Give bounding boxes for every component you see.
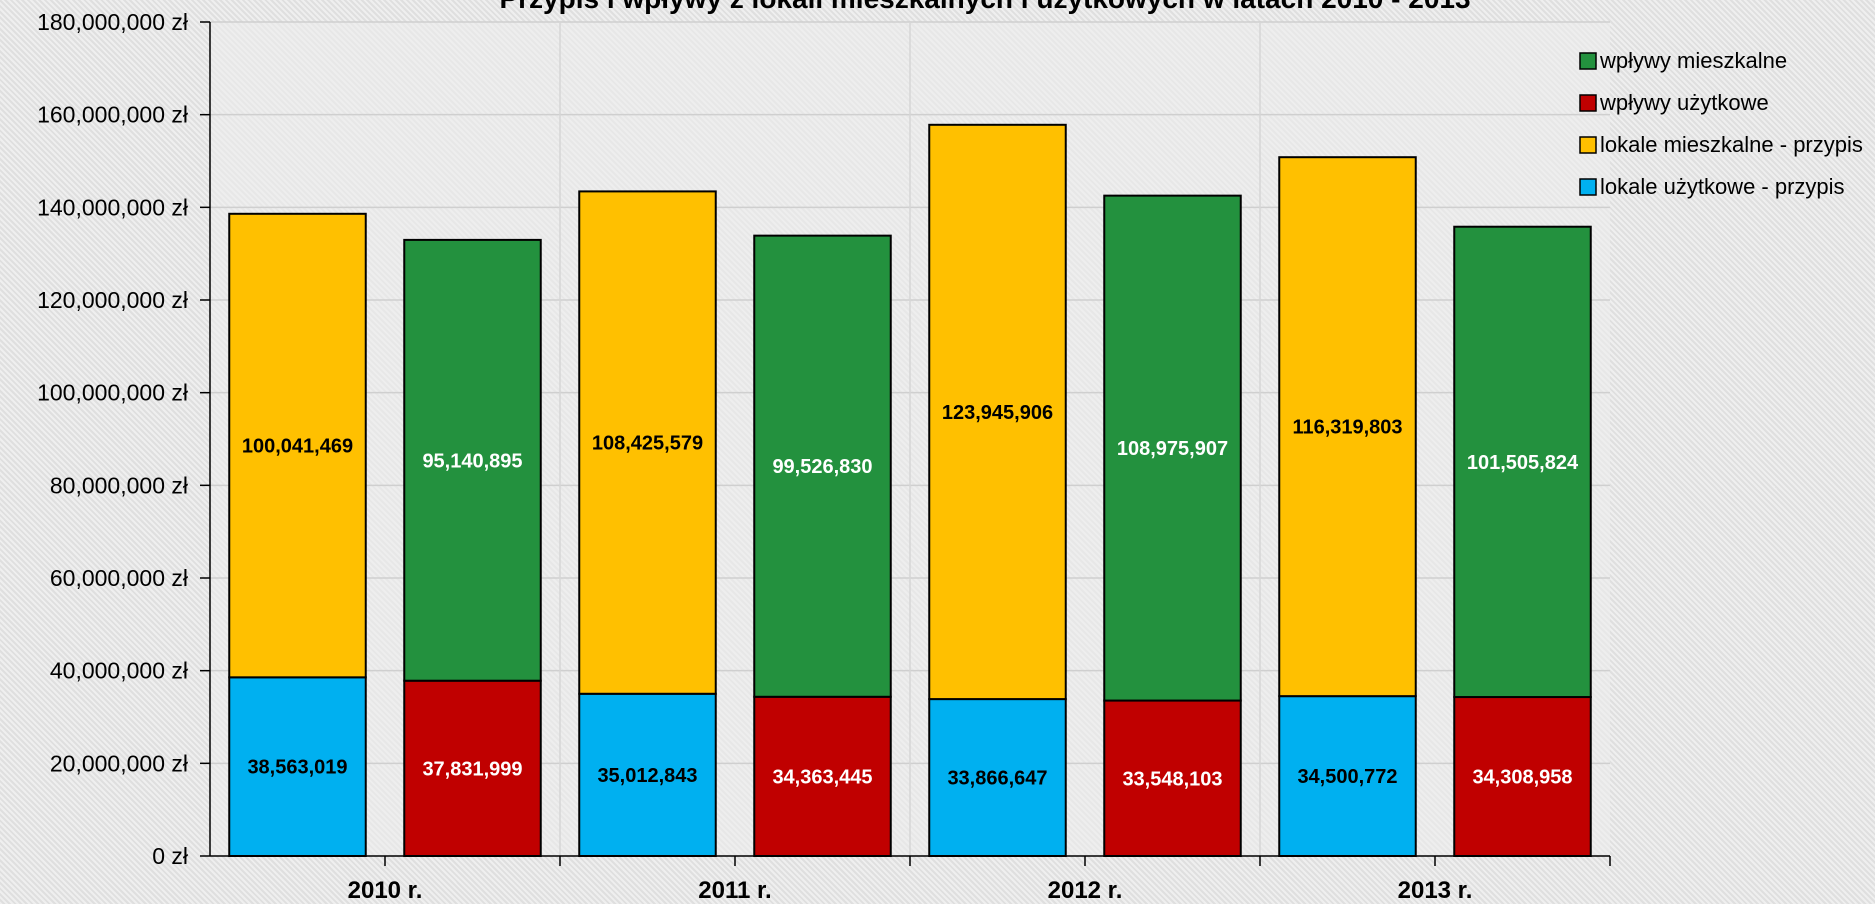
data-label: 100,041,469 (242, 436, 353, 458)
axes: 0 zł 20,000,000 zł 40,000,000 zł 60,000,000… (37, 9, 1611, 904)
data-label: 34,363,445 (772, 766, 872, 788)
legend-label: wpływy mieszkalne (1599, 48, 1787, 73)
bar-segment (403, 679, 542, 857)
legend-swatch (1579, 136, 1597, 154)
bar-segment (1103, 699, 1242, 858)
data-label: 38,563,019 (247, 757, 347, 779)
x-category-label: 2013 r. (1398, 877, 1473, 904)
data-label: 108,425,579 (592, 433, 703, 455)
y-tick-label: 40,000,000 zł (50, 658, 188, 684)
x-category-label: 2010 r. (348, 877, 423, 904)
bar-segment (228, 212, 367, 679)
data-labels: 38,563,019 100,041,469 37,831,999 95,140,89… (242, 402, 1579, 790)
bar-segment (753, 234, 892, 698)
y-tick-label: 140,000,000 zł (37, 194, 188, 220)
data-label: 35,012,843 (597, 765, 697, 787)
data-label: 34,500,772 (1297, 766, 1397, 788)
y-tick-label: 80,000,000 zł (50, 472, 188, 498)
legend: wpływy mieszkalne wpływy użytkowe lokale m… (1579, 48, 1863, 199)
bar-segment (1453, 696, 1592, 857)
bar-segment (928, 698, 1067, 857)
y-tick-label: 160,000,000 zł (37, 102, 188, 128)
data-label: 116,319,803 (1292, 417, 1402, 439)
bar-segment (928, 123, 1067, 701)
data-label: 123,945,906 (942, 402, 1053, 424)
data-label: 33,548,103 (1122, 768, 1222, 790)
legend-swatch (1579, 94, 1597, 112)
y-tick-label: 20,000,000 zł (50, 750, 188, 776)
bar-segment (578, 190, 717, 695)
data-label: 34,308,958 (1472, 767, 1572, 789)
data-label: 33,866,647 (947, 768, 1047, 790)
legend-label: lokale mieszkalne - przypis (1600, 132, 1863, 157)
bar-segment (1278, 156, 1417, 698)
data-label: 101,505,824 (1467, 452, 1579, 474)
y-tick-label: 120,000,000 zł (37, 287, 188, 313)
y-tick-label: 100,000,000 zł (37, 380, 188, 406)
legend-label: wpływy użytkowe (1599, 90, 1769, 115)
data-label: 99,526,830 (772, 456, 872, 478)
bar-segment (403, 238, 542, 682)
y-tick-label: 60,000,000 zł (50, 565, 188, 591)
legend-label: lokale użytkowe - przypis (1600, 174, 1845, 199)
bars (228, 123, 1592, 858)
chart-title: Przypis i wpływy z lokali mieszkalnych i… (499, 0, 1470, 14)
bar-segment (228, 676, 367, 858)
bar-segment (1103, 194, 1242, 702)
legend-swatch (1579, 52, 1597, 70)
y-tick-label: 180,000,000 zł (37, 9, 188, 35)
y-tick-label: 0 zł (152, 843, 188, 869)
bar-segment (1278, 695, 1417, 857)
data-label: 95,140,895 (422, 450, 522, 472)
bar-segment (1453, 225, 1592, 699)
legend-swatch (1579, 178, 1597, 196)
x-category-label: 2011 r. (698, 877, 771, 904)
data-label: 37,831,999 (422, 758, 522, 780)
data-label: 108,975,907 (1117, 438, 1228, 460)
x-category-label: 2012 r. (1048, 877, 1123, 904)
